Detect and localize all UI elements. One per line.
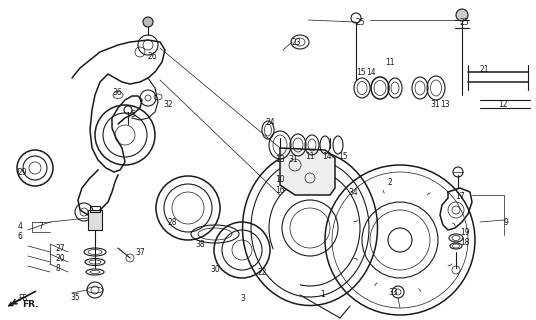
Text: 30: 30 <box>210 265 220 274</box>
Text: 37: 37 <box>135 248 145 257</box>
Text: 2: 2 <box>388 178 393 187</box>
Text: 18: 18 <box>460 238 470 247</box>
Circle shape <box>456 9 468 21</box>
Text: 12: 12 <box>498 100 508 109</box>
Text: 17: 17 <box>455 192 465 201</box>
Text: 26: 26 <box>148 52 158 61</box>
Text: 23: 23 <box>292 38 302 47</box>
Text: 3: 3 <box>240 294 245 303</box>
Text: 38: 38 <box>195 240 205 249</box>
Text: 36: 36 <box>112 88 122 97</box>
Text: 10: 10 <box>275 175 285 184</box>
Text: 35: 35 <box>70 293 80 302</box>
Text: 15: 15 <box>338 152 348 161</box>
Text: FR.: FR. <box>22 300 39 309</box>
Text: 27: 27 <box>56 244 65 253</box>
Text: 32: 32 <box>163 100 173 109</box>
Text: 8: 8 <box>56 264 61 273</box>
Polygon shape <box>280 148 335 195</box>
Text: 24: 24 <box>265 118 274 127</box>
Text: 1: 1 <box>320 290 325 299</box>
Bar <box>90 206 100 212</box>
Text: 4: 4 <box>18 222 23 231</box>
Text: 7: 7 <box>38 222 43 231</box>
Text: 6: 6 <box>18 232 23 241</box>
Text: 31: 31 <box>430 100 440 109</box>
Text: 13: 13 <box>275 155 285 164</box>
Text: 9: 9 <box>504 218 509 227</box>
Text: 31: 31 <box>288 155 297 164</box>
Text: 15: 15 <box>356 68 366 77</box>
Text: 5: 5 <box>130 110 135 119</box>
Text: 34: 34 <box>348 188 358 197</box>
Text: 28: 28 <box>168 218 177 227</box>
Text: 14: 14 <box>366 68 376 77</box>
Text: 21: 21 <box>480 65 489 74</box>
Text: 16: 16 <box>275 186 285 195</box>
Circle shape <box>143 17 153 27</box>
Bar <box>88 210 102 230</box>
Text: 14: 14 <box>322 152 332 161</box>
Text: 33: 33 <box>388 288 398 297</box>
Text: 11: 11 <box>385 58 394 67</box>
Text: 29: 29 <box>18 168 28 177</box>
Text: 25: 25 <box>460 18 470 27</box>
Text: 22: 22 <box>258 268 267 277</box>
Text: FR.: FR. <box>18 294 30 303</box>
Text: 19: 19 <box>460 228 470 237</box>
Text: 13: 13 <box>440 100 450 109</box>
Text: 11: 11 <box>305 152 315 161</box>
Text: 25: 25 <box>356 18 366 27</box>
Text: 20: 20 <box>56 254 65 263</box>
